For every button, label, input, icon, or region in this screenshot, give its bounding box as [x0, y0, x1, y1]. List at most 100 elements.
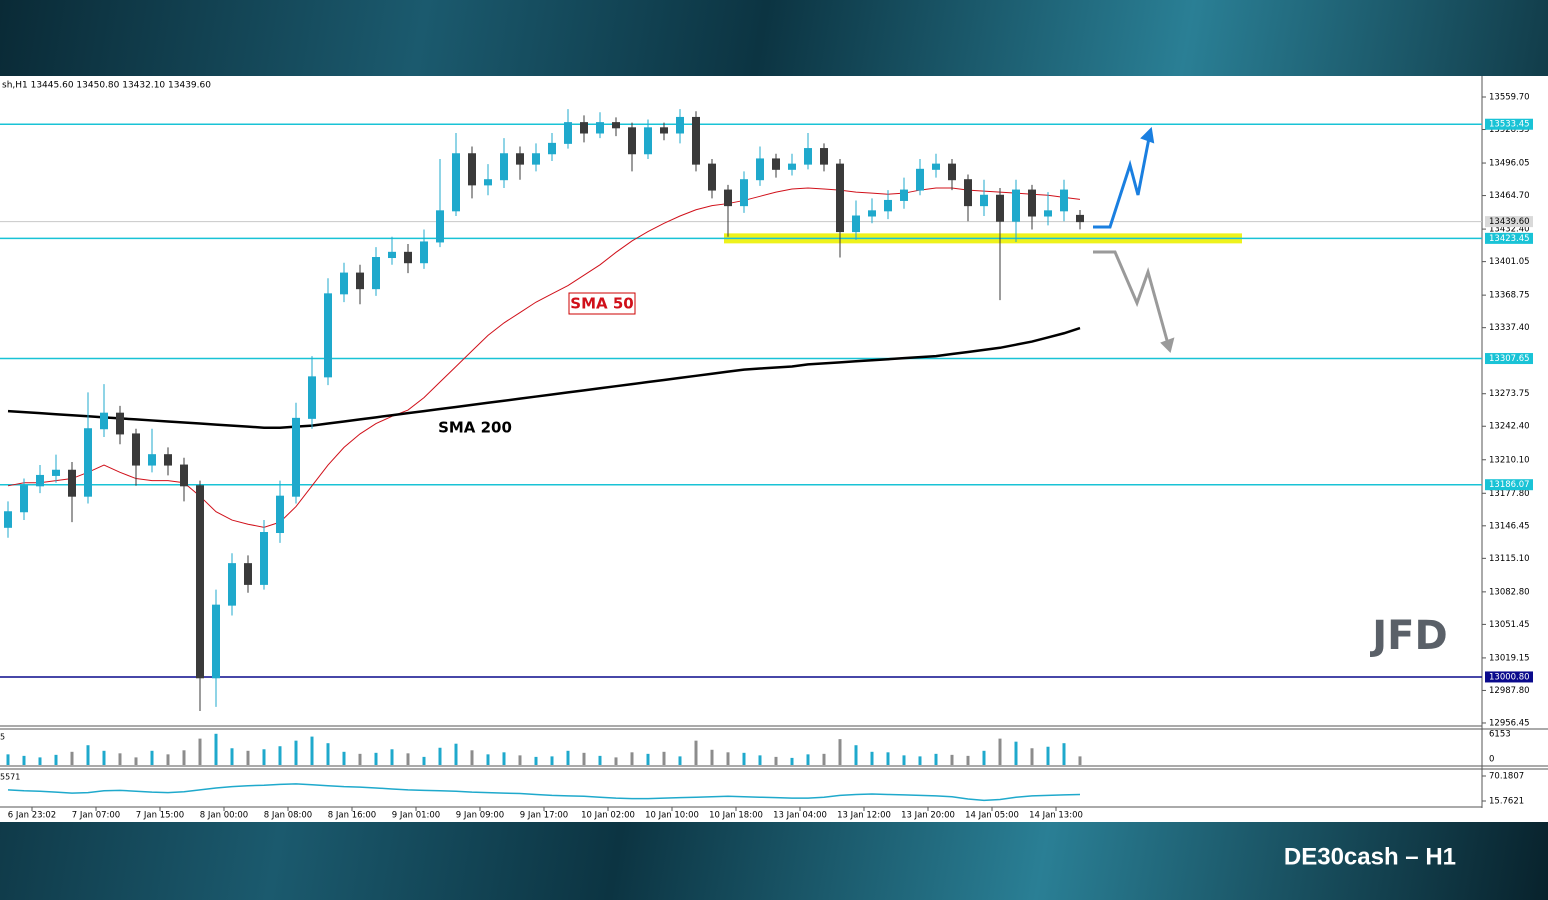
candle-body	[196, 485, 204, 679]
candle-body	[212, 604, 220, 679]
indicator-line	[7, 783, 1081, 802]
x-tick-label: 14 Jan 05:00	[965, 811, 1019, 821]
y-tick-label: 13432.40	[1489, 225, 1530, 235]
candle-body	[820, 148, 828, 165]
candle-body	[116, 412, 124, 435]
candle-body	[692, 116, 700, 165]
candle-body	[132, 433, 140, 466]
candle-body	[52, 469, 60, 476]
candle-body	[260, 532, 268, 585]
candle-body	[612, 122, 620, 129]
candle-body	[340, 272, 348, 295]
level-label: 13307.65	[1489, 354, 1530, 364]
candle-body	[228, 563, 236, 606]
candle-body	[84, 428, 92, 497]
moving-average	[7, 326, 1081, 429]
candle-body	[740, 179, 748, 207]
x-tick-label: 10 Jan 02:00	[581, 811, 635, 821]
candle-body	[580, 122, 588, 134]
candle-body	[148, 454, 156, 466]
y-tick-label: 13146.45	[1489, 521, 1530, 531]
x-tick-label: 7 Jan 15:00	[136, 811, 184, 821]
candle-body	[884, 199, 892, 212]
candle-body	[756, 158, 764, 181]
candle-body	[676, 116, 684, 134]
x-tick-label: 9 Jan 09:00	[456, 811, 504, 821]
y-tick-label: 13464.70	[1489, 191, 1530, 201]
candle-body	[356, 272, 364, 290]
sma50-label-box	[568, 292, 636, 315]
x-tick-label: 9 Jan 01:00	[392, 811, 440, 821]
x-tick-label: 8 Jan 08:00	[264, 811, 312, 821]
candle-body	[996, 194, 1004, 222]
y-tick-label: 13082.80	[1489, 587, 1530, 597]
bullish-scenario-arrow	[1093, 137, 1151, 229]
y-tick-label: 13177.80	[1489, 489, 1530, 499]
level-label: 13186.07	[1489, 480, 1530, 490]
candle-body	[452, 153, 460, 212]
candle-body	[916, 168, 924, 191]
indicator-tick-label: 15.7621	[1489, 796, 1524, 806]
candle-body	[484, 179, 492, 186]
level-label: 13533.45	[1489, 120, 1530, 130]
y-tick-label: 13115.10	[1489, 554, 1530, 564]
candle-body	[500, 153, 508, 181]
y-tick-label: 13051.45	[1489, 620, 1530, 630]
candle-body	[836, 163, 844, 233]
x-tick-label: 8 Jan 00:00	[200, 811, 248, 821]
candle-body	[436, 210, 444, 243]
level-label-box	[1485, 671, 1533, 683]
candle-body	[596, 122, 604, 134]
sma50-label: SMA 50	[570, 295, 633, 313]
chart-header: sh,H1 13445.60 13450.80 13432.10 13439.6…	[2, 81, 211, 91]
candle-body	[372, 257, 380, 290]
volume-tick-label: 0	[1489, 755, 1494, 765]
arrow-head	[1160, 337, 1175, 353]
candle-body	[324, 293, 332, 378]
level-label: 13000.80	[1489, 672, 1530, 682]
y-tick-label: 12987.80	[1489, 686, 1530, 696]
candle-body	[100, 412, 108, 430]
candle-body	[1044, 210, 1052, 217]
candle-body	[804, 148, 812, 165]
current-price-label: 13439.60	[1489, 217, 1530, 227]
candle-body	[292, 417, 300, 497]
candle-body	[628, 127, 636, 155]
volume-header: 5	[0, 733, 5, 742]
x-tick-label: 13 Jan 20:00	[901, 811, 955, 821]
candle-body	[1028, 189, 1036, 217]
candle-body	[868, 210, 876, 217]
candle-body	[708, 163, 716, 191]
candle-body	[244, 563, 252, 585]
chart-title: DE30cash – H1	[1284, 843, 1456, 870]
y-tick-label: 13528.35	[1489, 125, 1530, 135]
logo: JFD	[1369, 613, 1447, 659]
candle-body	[788, 163, 796, 170]
candle-body	[948, 163, 956, 181]
indicator-tick-label: 70.1807	[1489, 771, 1524, 781]
candle-body	[164, 454, 172, 466]
x-tick-label: 8 Jan 16:00	[328, 811, 376, 821]
indicator-header: 5571	[0, 773, 20, 782]
candle-body	[724, 189, 732, 207]
candle-body	[516, 153, 524, 165]
y-tick-label: 13368.75	[1489, 291, 1530, 301]
candle-body	[308, 376, 316, 419]
candle-body	[276, 495, 284, 534]
level-label: 13423.45	[1489, 234, 1530, 244]
y-tick-label: 13242.40	[1489, 422, 1530, 432]
y-tick-label: 13273.75	[1489, 389, 1530, 399]
candle-body	[404, 251, 412, 264]
volume-tick-label: 6153	[1489, 729, 1511, 739]
y-tick-label: 12956.45	[1489, 718, 1530, 728]
level-label-box	[1485, 479, 1533, 491]
y-tick-label: 13019.15	[1489, 653, 1530, 663]
candle-body	[980, 194, 988, 207]
x-tick-label: 6 Jan 23:02	[8, 811, 56, 821]
current-price-box	[1485, 216, 1533, 228]
level-label-box	[1485, 232, 1533, 244]
x-tick-label: 7 Jan 07:00	[72, 811, 120, 821]
candle-body	[388, 251, 396, 259]
y-tick-label: 13210.10	[1489, 455, 1530, 465]
